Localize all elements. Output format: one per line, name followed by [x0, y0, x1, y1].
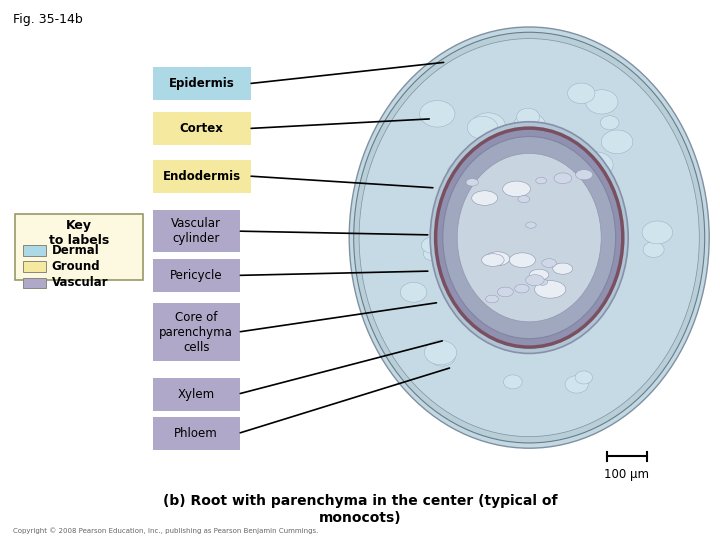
- Ellipse shape: [429, 347, 456, 366]
- Ellipse shape: [514, 113, 545, 137]
- FancyBboxPatch shape: [153, 259, 240, 292]
- Ellipse shape: [580, 167, 606, 186]
- Ellipse shape: [466, 179, 478, 186]
- Text: Epidermis: Epidermis: [168, 77, 235, 90]
- Ellipse shape: [443, 137, 616, 339]
- Ellipse shape: [575, 170, 593, 180]
- Text: Copyright © 2008 Pearson Education, Inc., publishing as Pearson Benjamin Cumming: Copyright © 2008 Pearson Education, Inc.…: [13, 527, 318, 534]
- Ellipse shape: [567, 178, 596, 199]
- Ellipse shape: [485, 295, 498, 303]
- Ellipse shape: [420, 100, 455, 127]
- Ellipse shape: [424, 340, 456, 364]
- Ellipse shape: [359, 38, 699, 437]
- FancyBboxPatch shape: [153, 112, 251, 145]
- Ellipse shape: [447, 161, 480, 185]
- Text: Cortex: Cortex: [180, 122, 223, 135]
- Text: Xylem: Xylem: [178, 388, 215, 401]
- Ellipse shape: [536, 178, 546, 184]
- Ellipse shape: [526, 222, 536, 228]
- Ellipse shape: [449, 231, 472, 247]
- Ellipse shape: [578, 152, 613, 178]
- Ellipse shape: [471, 113, 505, 139]
- FancyBboxPatch shape: [153, 417, 240, 450]
- Ellipse shape: [455, 305, 474, 319]
- FancyBboxPatch shape: [23, 278, 46, 288]
- FancyBboxPatch shape: [15, 214, 143, 280]
- FancyBboxPatch shape: [23, 261, 46, 272]
- FancyBboxPatch shape: [153, 303, 240, 361]
- Ellipse shape: [585, 90, 618, 114]
- Text: Key
to labels: Key to labels: [49, 219, 109, 247]
- Text: 100 μm: 100 μm: [604, 468, 649, 481]
- Ellipse shape: [529, 269, 549, 280]
- Ellipse shape: [457, 153, 601, 322]
- Text: (b) Root with parenchyma in the center (typical of
monocots): (b) Root with parenchyma in the center (…: [163, 494, 557, 525]
- Text: Endodermis: Endodermis: [163, 170, 240, 183]
- Ellipse shape: [462, 148, 489, 168]
- Ellipse shape: [423, 247, 441, 260]
- FancyBboxPatch shape: [23, 245, 46, 256]
- Text: Phloem: Phloem: [174, 427, 218, 440]
- Ellipse shape: [526, 275, 544, 286]
- Ellipse shape: [421, 237, 443, 253]
- Ellipse shape: [467, 116, 498, 139]
- Ellipse shape: [534, 281, 566, 298]
- Ellipse shape: [601, 130, 633, 154]
- Ellipse shape: [354, 32, 705, 443]
- Ellipse shape: [575, 371, 593, 384]
- Ellipse shape: [537, 279, 548, 285]
- Ellipse shape: [500, 150, 529, 171]
- Text: Pericycle: Pericycle: [170, 269, 222, 282]
- Ellipse shape: [600, 116, 619, 130]
- Ellipse shape: [515, 285, 529, 293]
- Text: Core of
parenchyma
cells: Core of parenchyma cells: [159, 310, 233, 354]
- Ellipse shape: [516, 109, 539, 125]
- Text: Vascular: Vascular: [52, 276, 109, 289]
- FancyBboxPatch shape: [153, 68, 251, 100]
- Ellipse shape: [485, 252, 510, 266]
- Ellipse shape: [542, 259, 557, 267]
- Ellipse shape: [553, 263, 572, 274]
- Text: Ground: Ground: [52, 260, 101, 273]
- FancyBboxPatch shape: [153, 378, 240, 410]
- Ellipse shape: [498, 287, 513, 296]
- Ellipse shape: [565, 376, 588, 393]
- FancyBboxPatch shape: [153, 159, 251, 192]
- Text: Dermal: Dermal: [52, 244, 99, 257]
- Ellipse shape: [643, 242, 664, 258]
- Text: Fig. 35-14b: Fig. 35-14b: [13, 14, 83, 26]
- Ellipse shape: [567, 83, 595, 104]
- Ellipse shape: [349, 27, 709, 448]
- Ellipse shape: [480, 129, 511, 152]
- Ellipse shape: [554, 173, 572, 184]
- Ellipse shape: [436, 128, 623, 347]
- Ellipse shape: [400, 282, 427, 302]
- Ellipse shape: [642, 221, 672, 244]
- Ellipse shape: [509, 253, 536, 267]
- Ellipse shape: [503, 181, 531, 197]
- FancyBboxPatch shape: [153, 210, 240, 252]
- Text: Vascular
cylinder: Vascular cylinder: [171, 217, 221, 245]
- Ellipse shape: [472, 191, 498, 205]
- Ellipse shape: [466, 158, 500, 183]
- Ellipse shape: [503, 375, 522, 389]
- Ellipse shape: [518, 195, 530, 202]
- Ellipse shape: [527, 147, 550, 164]
- Ellipse shape: [482, 254, 504, 266]
- Ellipse shape: [431, 122, 628, 353]
